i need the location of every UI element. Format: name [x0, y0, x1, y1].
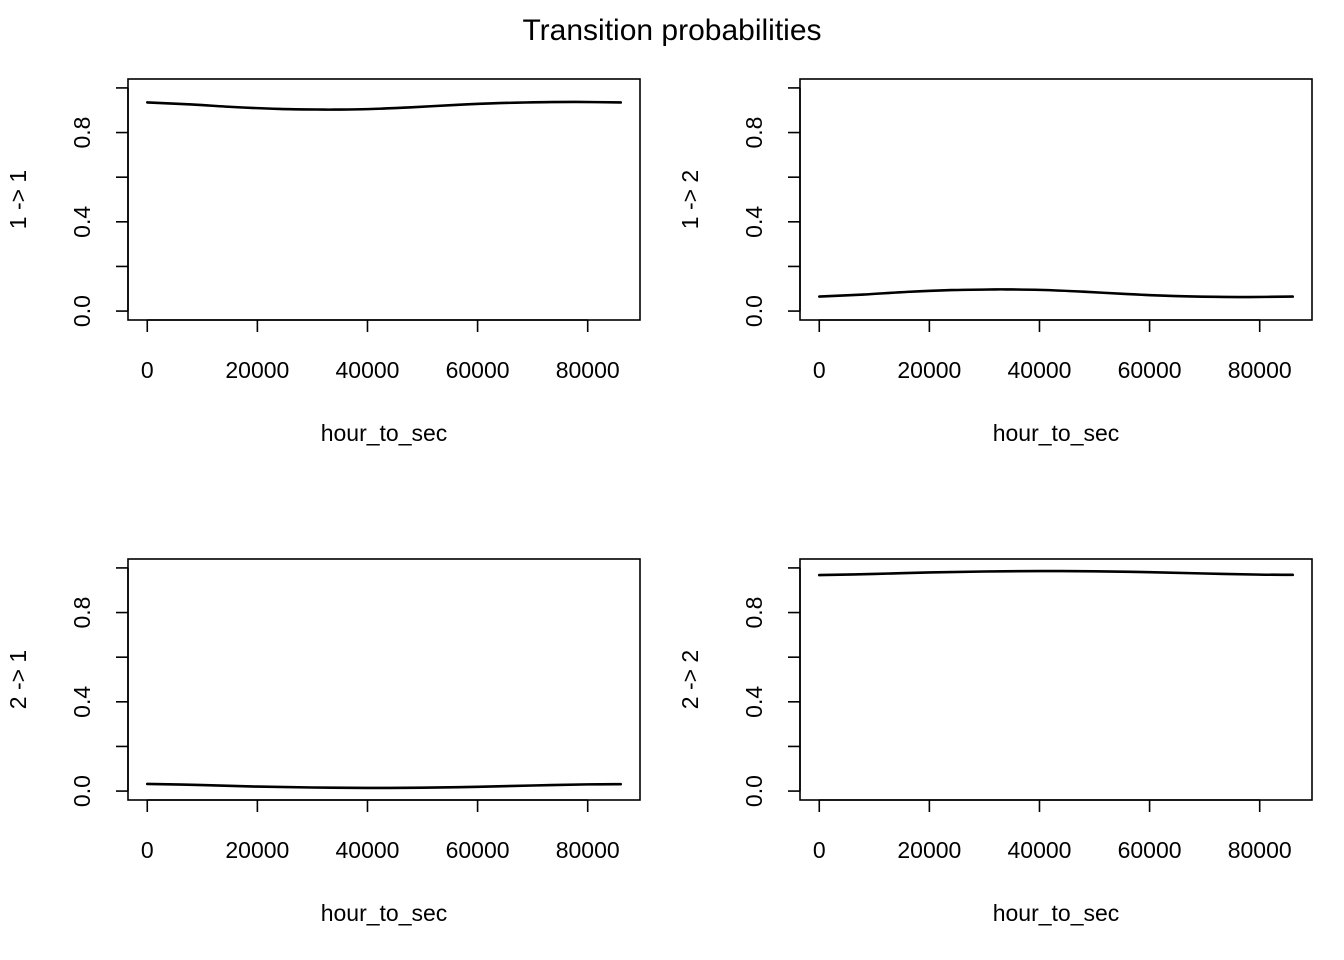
x-axis-label: hour_to_sec — [993, 420, 1120, 446]
series-line-4 — [817, 569, 1295, 577]
x-tick-label: 80000 — [1228, 837, 1292, 863]
plot-frame — [799, 558, 1313, 801]
y-tick-label: 0.0 — [741, 775, 767, 807]
y-axis: 0.0 0.4 0.8 — [741, 567, 801, 807]
panel-4: 0 20000 40000 60000 80000hour_to_sec0.00.40.… — [677, 558, 1313, 926]
x-tick-label: 60000 — [1118, 357, 1182, 383]
x-tick-label: 20000 — [897, 837, 961, 863]
x-axis-label: hour_to_sec — [321, 900, 448, 926]
x-axis-label: hour_to_sec — [993, 900, 1120, 926]
x-axis-label: hour_to_sec — [321, 420, 448, 446]
plot-frame — [127, 558, 641, 801]
x-tick-label: 80000 — [1228, 357, 1292, 383]
y-axis-label: 1 -> 1 — [5, 170, 31, 229]
y-tick-label: 0.4 — [69, 206, 95, 238]
series-line-2 — [817, 288, 1295, 299]
y-axis: 0.0 0.4 0.8 — [69, 87, 129, 327]
x-tick-label: 60000 — [1118, 837, 1182, 863]
y-tick-label: 0.4 — [741, 686, 767, 718]
y-tick-label: 0.4 — [69, 686, 95, 718]
x-tick-label: 20000 — [225, 357, 289, 383]
x-tick-label: 60000 — [446, 357, 510, 383]
y-axis-label: 2 -> 1 — [5, 650, 31, 709]
x-tick-label: 0 — [141, 357, 154, 383]
x-tick-label: 80000 — [556, 837, 620, 863]
x-tick-label: 40000 — [335, 357, 399, 383]
panels: 0 20000 40000 60000 80000hour_to_sec0.00.40.… — [5, 78, 1313, 926]
y-axis-label: 2 -> 2 — [677, 650, 703, 709]
plot-frame — [127, 78, 641, 321]
x-tick-label: 80000 — [556, 357, 620, 383]
y-tick-label: 0.4 — [741, 206, 767, 238]
x-tick-label: 40000 — [1007, 837, 1071, 863]
panel-1: 0 20000 40000 60000 80000hour_to_sec0.00.40.… — [5, 78, 641, 446]
plot-frame — [799, 78, 1313, 321]
x-tick-label: 0 — [141, 837, 154, 863]
y-tick-label: 0.8 — [741, 117, 767, 149]
x-axis: 0 20000 40000 60000 80000 — [813, 799, 1292, 863]
y-tick-label: 0.0 — [69, 295, 95, 327]
y-axis: 0.0 0.4 0.8 — [741, 87, 801, 327]
x-tick-label: 0 — [813, 357, 826, 383]
y-axis: 0.0 0.4 0.8 — [69, 567, 129, 807]
x-axis: 0 20000 40000 60000 80000 — [813, 319, 1292, 383]
x-tick-label: 20000 — [897, 357, 961, 383]
y-tick-label: 0.8 — [741, 597, 767, 629]
x-tick-label: 40000 — [1007, 357, 1071, 383]
series-line-1 — [145, 100, 623, 111]
y-tick-label: 0.0 — [69, 775, 95, 807]
x-tick-label: 60000 — [446, 837, 510, 863]
y-tick-label: 0.8 — [69, 597, 95, 629]
y-tick-label: 0.0 — [741, 295, 767, 327]
panel-3: 0 20000 40000 60000 80000hour_to_sec0.00.40.… — [5, 558, 641, 926]
x-tick-label: 0 — [813, 837, 826, 863]
x-axis: 0 20000 40000 60000 80000 — [141, 799, 620, 863]
figure-title: Transition probabilities — [522, 14, 821, 47]
y-tick-label: 0.8 — [69, 117, 95, 149]
x-axis: 0 20000 40000 60000 80000 — [141, 319, 620, 383]
panel-2: 0 20000 40000 60000 80000hour_to_sec0.00.40.… — [677, 78, 1313, 446]
y-axis-label: 1 -> 2 — [677, 170, 703, 229]
x-tick-label: 20000 — [225, 837, 289, 863]
series-line-3 — [145, 782, 623, 790]
x-tick-label: 40000 — [335, 837, 399, 863]
